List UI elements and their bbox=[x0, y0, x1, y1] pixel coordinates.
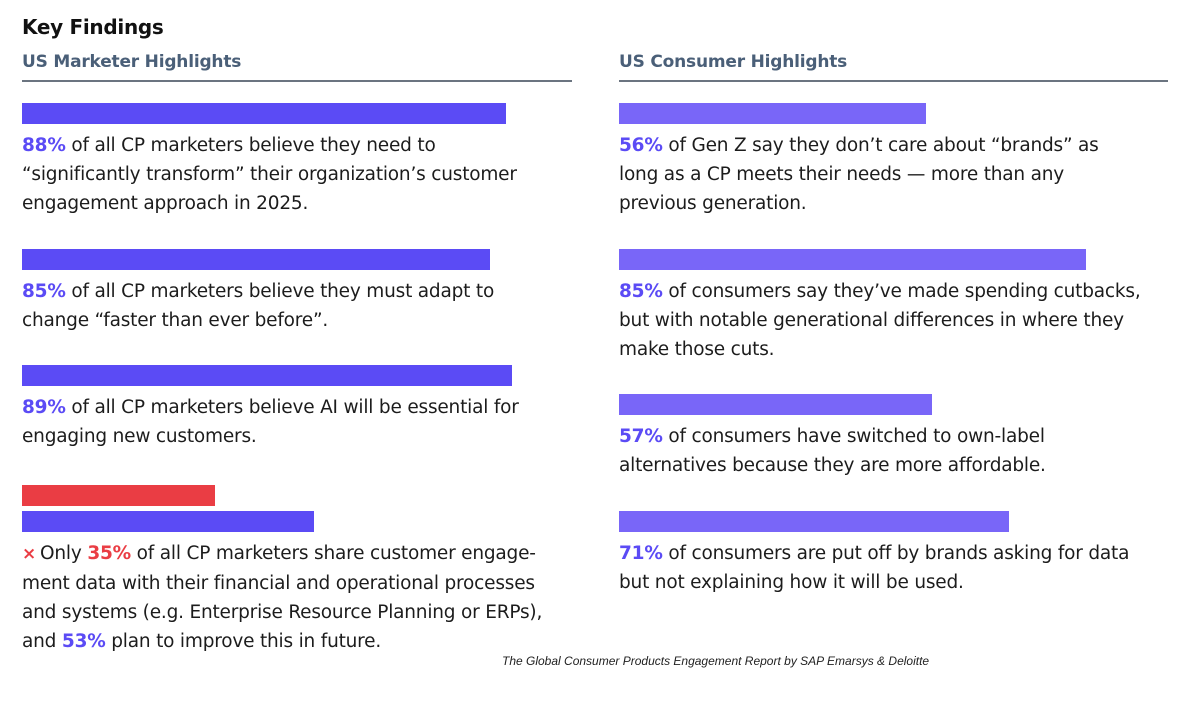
stat-description: of all CP marketers believe they need to… bbox=[22, 135, 517, 214]
stat-text-marketer-4: × Only 35% of all CP marketers share cust… bbox=[22, 539, 562, 656]
stat-bar-marketer-3 bbox=[22, 365, 512, 386]
source-caption: The Global Consumer Products Engagement … bbox=[502, 654, 930, 668]
marketer-highlights-heading: US Marketer Highlights bbox=[22, 52, 242, 72]
left-divider bbox=[22, 80, 572, 82]
stat-bar-consumer-3 bbox=[619, 394, 932, 415]
stat-percent: 85% bbox=[619, 281, 663, 302]
right-divider bbox=[619, 80, 1168, 82]
stat-bar-consumer-2 bbox=[619, 249, 1086, 270]
stat-description: of Gen Z say they don’t care about “bran… bbox=[619, 135, 1099, 214]
stat-percent: 85% bbox=[22, 281, 66, 302]
x-icon: × bbox=[22, 544, 37, 564]
stat-bar-marketer-plan bbox=[22, 511, 314, 532]
stat-description: of all CP marketers share customer engag… bbox=[22, 543, 543, 652]
stat-bar-marketer-share bbox=[22, 485, 215, 506]
stat-text-marketer-3: 89% of all CP marketers believe AI will … bbox=[22, 393, 522, 451]
stat-percent: 88% bbox=[22, 135, 66, 156]
stat-bar-consumer-4 bbox=[619, 511, 1009, 532]
stat-percent-red: 35% bbox=[87, 543, 131, 564]
stat-percent: 53% bbox=[61, 631, 106, 652]
stat-description: of consumers are put off by brands askin… bbox=[619, 543, 1130, 593]
stat-text-consumer-3: 57% of consumers have switched to own-la… bbox=[619, 422, 1079, 480]
stat-description: of all CP marketers believe AI will be e… bbox=[22, 397, 519, 447]
stat-text-marketer-1: 88% of all CP marketers believe they nee… bbox=[22, 131, 542, 218]
stat-description: of consumers say they’ve made spending c… bbox=[619, 281, 1141, 360]
stat-bar-consumer-1 bbox=[619, 103, 927, 124]
stat-bar-marketer-1 bbox=[22, 103, 506, 124]
stat-text-marketer-2: 85% of all CP marketers believe they mus… bbox=[22, 277, 512, 335]
stat-description: of consumers have switched to own-label … bbox=[619, 426, 1046, 476]
stat-text-consumer-2: 85% of consumers say they’ve made spendi… bbox=[619, 277, 1164, 364]
stat-text-consumer-1: 56% of Gen Z say they don’t care about “… bbox=[619, 131, 1119, 218]
page-title: Key Findings bbox=[22, 15, 164, 39]
consumer-highlights-heading: US Consumer Highlights bbox=[619, 52, 848, 72]
stat-percent: 71% bbox=[619, 543, 663, 564]
stat-text-consumer-4: 71% of consumers are put off by brands a… bbox=[619, 539, 1149, 597]
stat-description: of all CP marketers believe they must ad… bbox=[22, 281, 495, 331]
stat-prefix: Only bbox=[40, 543, 88, 564]
stat-description-end: plan to improve this in future. bbox=[105, 631, 382, 652]
stat-percent: 56% bbox=[619, 135, 663, 156]
stat-percent: 57% bbox=[619, 426, 663, 447]
stat-percent: 89% bbox=[22, 397, 66, 418]
stat-bar-marketer-2 bbox=[22, 249, 490, 270]
